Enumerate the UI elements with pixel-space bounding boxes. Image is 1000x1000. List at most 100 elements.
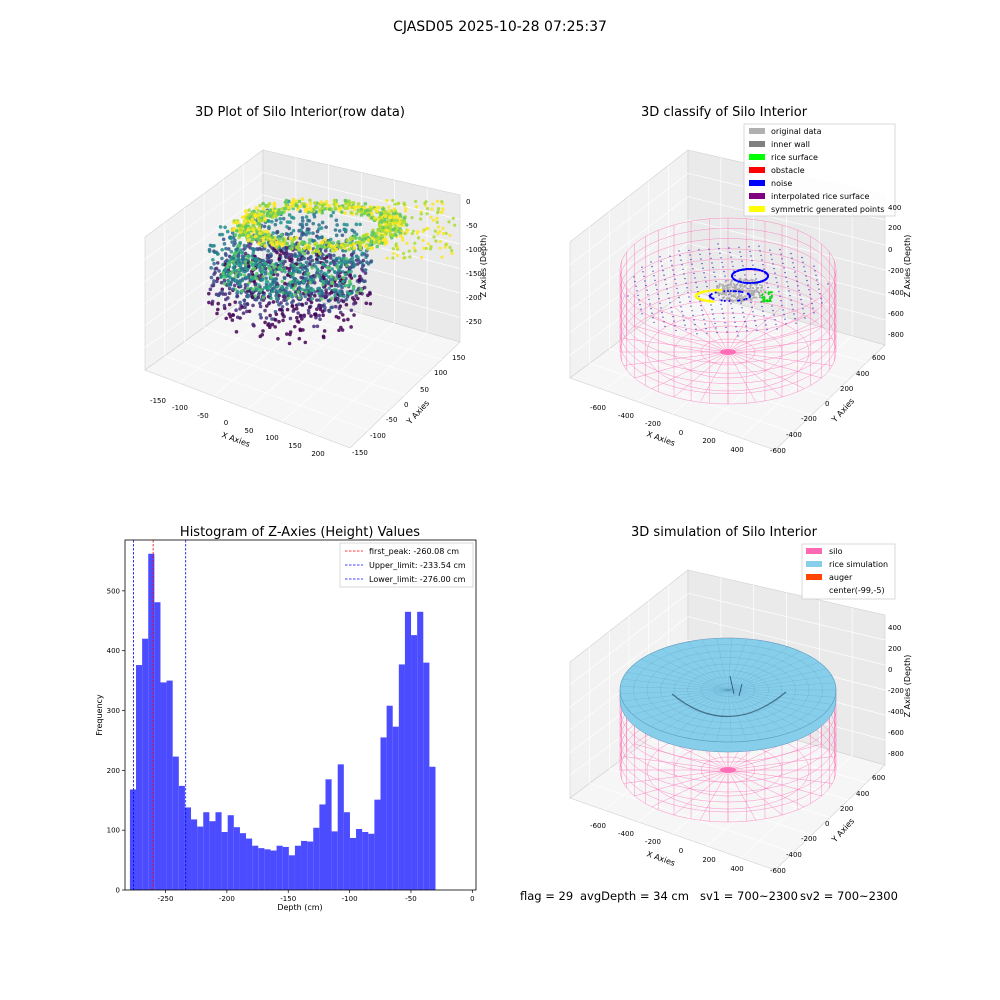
histogram-bar (331, 831, 338, 890)
histogram-bar (362, 831, 369, 890)
histogram-y-tick: 500 (107, 587, 120, 595)
classify-z-tick: -600 (888, 310, 904, 318)
histogram-bar (325, 779, 332, 890)
raw-y-tick: -50 (386, 416, 397, 424)
simulation-x-label: X Axies (645, 849, 676, 868)
raw-z-tick: -100 (466, 246, 482, 254)
histogram-y-label: Frequency (95, 694, 104, 736)
legend-label: original data (771, 127, 822, 136)
raw-z-label: Z Axies (Depth) (479, 235, 488, 298)
histogram-x-tick: 0 (470, 895, 474, 903)
raw-y-tick: -100 (370, 432, 386, 440)
histogram-bar (172, 756, 179, 890)
classify-y-tick: -400 (786, 431, 802, 439)
simulation-z-tick: 200 (888, 645, 901, 653)
legend-swatch (749, 180, 765, 186)
simulation-y-tick: -200 (801, 835, 817, 843)
simulation-x-tick: 400 (730, 865, 743, 873)
legend-swatch (806, 561, 822, 567)
status-sv1: sv1 = 700~2300 (700, 889, 798, 903)
histogram-bar (203, 812, 210, 890)
classify-points (627, 243, 829, 337)
histogram-y-tick: 100 (107, 827, 120, 835)
raw-x-tick: -100 (172, 404, 188, 412)
classify-x-tick: -400 (618, 412, 634, 420)
histogram-y-tick: 400 (107, 647, 120, 655)
simulation-z-tick: -400 (888, 708, 904, 716)
histogram-y-ticks: 0 100 200 300 400 500 (107, 587, 125, 895)
classify-z-tick: -800 (888, 331, 904, 339)
raw-y-tick: 100 (434, 369, 447, 377)
legend-label: Upper_limit: -233.54 cm (369, 561, 466, 570)
classify-y-tick: -600 (770, 447, 786, 455)
simulation-y-tick: 0 (825, 820, 829, 828)
histogram-x-tick: -150 (280, 895, 296, 903)
simulation-z-ticks: 400 200 0 -200 -400 -600 -800 (888, 624, 904, 758)
histogram-bar (423, 662, 430, 890)
classify-z-tick: 200 (888, 224, 901, 232)
histogram-bar (142, 638, 149, 890)
classify-z-tick: 0 (888, 246, 892, 254)
histogram-bar (411, 635, 418, 890)
classify-legend: original data inner wall rice surface ob… (743, 123, 896, 217)
simulation-x-tick: -200 (645, 838, 661, 846)
histogram-x-label: Depth (cm) (277, 903, 322, 912)
raw-x-tick: -150 (150, 397, 166, 405)
histogram-bar (148, 553, 155, 890)
raw-z-tick: -200 (466, 294, 482, 302)
histogram-bar (313, 827, 320, 890)
simulation-x-tick: -400 (618, 830, 634, 838)
classify-title: 3D classify of Silo Interior (641, 105, 808, 120)
raw-x-tick: 200 (311, 450, 324, 458)
histogram-reference-lines (133, 540, 187, 890)
panel-classify: 3D classify of Silo Interior original da… (569, 105, 912, 455)
legend-swatch (749, 167, 765, 173)
raw-z-tick: -50 (466, 222, 477, 230)
histogram-title: Histogram of Z-Axies (Height) Values (180, 525, 420, 540)
raw-y-tick: -150 (352, 449, 368, 457)
raw-z-tick: -150 (466, 270, 482, 278)
histogram-bar (276, 845, 283, 890)
simulation-x-tick: 0 (679, 847, 683, 855)
simulation-y-ticks: 600 400 200 0 -200 -400 -600 (770, 774, 885, 875)
raw-y-tick: 0 (404, 401, 408, 409)
simulation-y-tick: -400 (786, 851, 802, 859)
histogram-bar (288, 855, 295, 890)
histogram-bar (392, 726, 399, 890)
status-avg-depth: avgDepth = 34 cm (580, 889, 689, 903)
histogram-bar (368, 833, 375, 890)
classify-x-tick: -600 (590, 404, 606, 412)
raw-z-tick: -250 (466, 318, 482, 326)
classify-y-tick: 200 (840, 385, 853, 393)
simulation-z-tick: 0 (888, 666, 892, 674)
legend-label: center(-99,-5) (829, 586, 885, 595)
histogram-bar (404, 611, 412, 890)
simulation-z-tick: -800 (888, 750, 904, 758)
raw-title: 3D Plot of Silo Interior(row data) (195, 105, 405, 120)
raw-z-tick: 0 (466, 198, 470, 206)
legend-label: first_peak: -260.08 cm (369, 547, 459, 556)
classify-x-ticks: -600 -400 -200 0 200 400 (590, 404, 744, 454)
histogram-bar (270, 850, 277, 890)
histogram-bar (178, 785, 185, 890)
histogram-bar (215, 812, 222, 890)
panel-raw: 3D Plot of Silo Interior(row data) -150 … (144, 105, 488, 458)
raw-x-tick: 150 (288, 442, 301, 450)
histogram-bar (191, 819, 198, 890)
simulation-y-label: Y Axies (829, 817, 856, 845)
raw-grid (144, 157, 461, 436)
panel-histogram: Histogram of Z-Axies (Height) Values -25… (95, 525, 477, 912)
simulation-legend: silo rice simulation auger center(-99,-5… (801, 543, 896, 600)
histogram-bar (136, 665, 143, 890)
legend-label: Lower_limit: -276.00 cm (369, 575, 466, 584)
simulation-y-tick: 200 (840, 805, 853, 813)
classify-y-tick: -200 (801, 415, 817, 423)
histogram-bar (246, 838, 253, 890)
raw-y-tick: 150 (452, 354, 465, 362)
raw-point-cloud (207, 197, 457, 346)
histogram-bar (386, 705, 393, 890)
histogram-bar (301, 840, 308, 890)
simulation-z-tick: 400 (888, 624, 901, 632)
classify-z-tick: 400 (888, 204, 901, 212)
